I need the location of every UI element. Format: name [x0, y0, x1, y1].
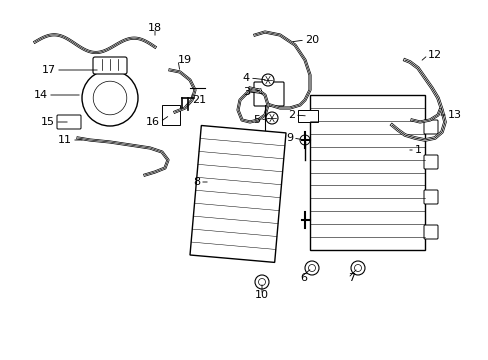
FancyBboxPatch shape [253, 82, 284, 106]
FancyBboxPatch shape [423, 190, 437, 204]
Bar [190, 126, 285, 262]
Text: 1: 1 [414, 145, 421, 155]
Text: 16: 16 [146, 117, 160, 127]
Text: 3: 3 [243, 87, 249, 97]
FancyBboxPatch shape [423, 225, 437, 239]
Circle shape [254, 275, 268, 289]
FancyBboxPatch shape [423, 155, 437, 169]
Circle shape [354, 265, 361, 271]
Text: 13: 13 [447, 110, 461, 120]
Text: 2: 2 [287, 110, 294, 120]
Circle shape [308, 265, 315, 271]
Text: 4: 4 [243, 73, 249, 83]
Text: 19: 19 [178, 55, 192, 65]
Text: 20: 20 [305, 35, 319, 45]
Circle shape [350, 261, 364, 275]
Bar [297, 110, 317, 122]
Circle shape [82, 70, 138, 126]
FancyBboxPatch shape [57, 115, 81, 129]
Circle shape [262, 74, 273, 86]
Text: 6: 6 [299, 273, 306, 283]
Circle shape [305, 261, 318, 275]
Text: 11: 11 [58, 135, 72, 145]
Bar [162, 105, 180, 125]
Circle shape [299, 135, 309, 145]
Text: 18: 18 [148, 23, 162, 33]
Text: 14: 14 [34, 90, 48, 100]
Text: 5: 5 [252, 115, 260, 125]
Circle shape [258, 279, 265, 285]
Text: 7: 7 [347, 273, 354, 283]
Text: 21: 21 [192, 95, 206, 105]
Text: 12: 12 [427, 50, 441, 60]
Text: 17: 17 [42, 65, 56, 75]
Circle shape [265, 112, 278, 124]
FancyBboxPatch shape [423, 120, 437, 134]
Bar [309, 95, 424, 250]
Circle shape [93, 81, 126, 115]
Text: 15: 15 [41, 117, 55, 127]
Text: 8: 8 [192, 177, 200, 187]
Text: 10: 10 [254, 290, 268, 300]
FancyBboxPatch shape [93, 57, 127, 74]
Text: 9: 9 [285, 133, 292, 143]
